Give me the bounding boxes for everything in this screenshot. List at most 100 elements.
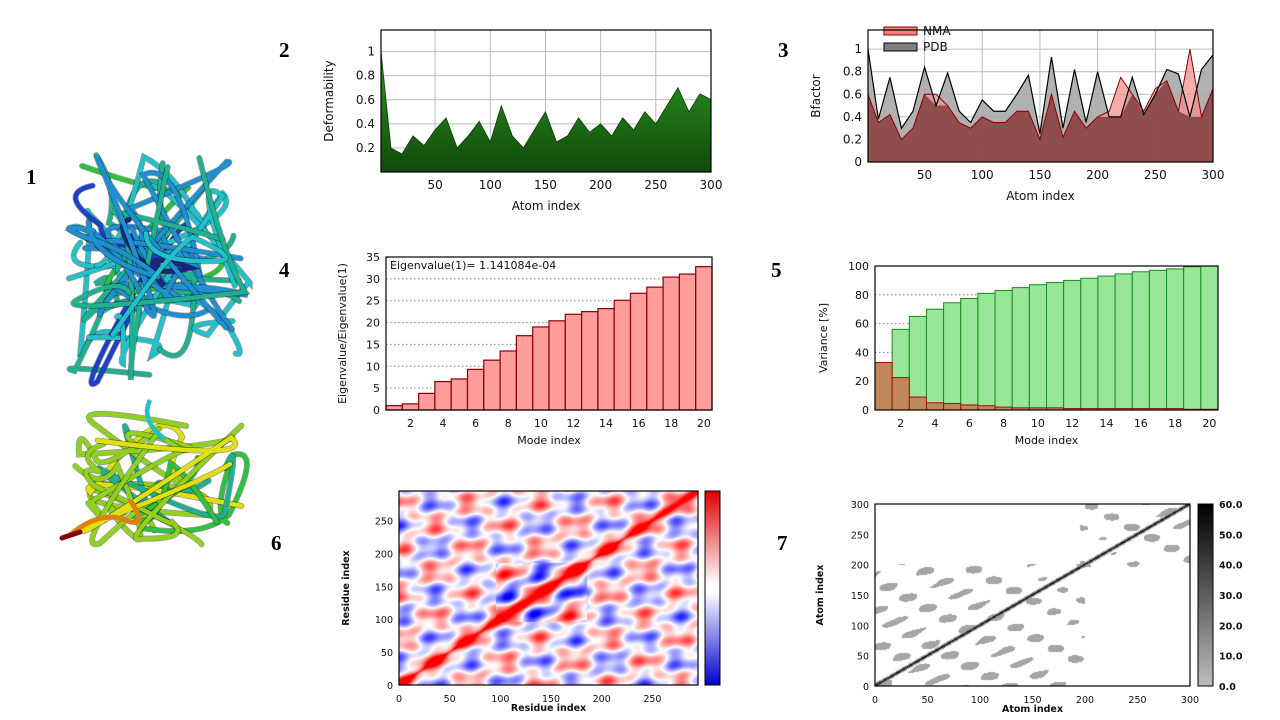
colorbar-frame [704,490,721,686]
x-tick-label: 150 [1028,168,1051,182]
y-axis-label: Eigenvalue/Eigenvalue(1) [336,263,349,404]
nma-line [867,49,1214,142]
backbone-terminus [68,498,142,537]
cumulative-variance-bar [1080,277,1099,411]
eigenvalue-bar [678,273,697,411]
y-tick-label: 20 [366,317,380,330]
x-tick-label: 6 [966,417,973,430]
y-tick-label: 50 [381,648,393,659]
covariance-heatmap [399,491,698,685]
y-tick-label: 35 [366,251,380,264]
x-tick-label: 300 [700,178,723,192]
x-tick-label: 0 [872,695,878,706]
x-tick-label: 150 [542,694,560,705]
y-tick-label: 250 [851,530,869,541]
x-tick-label: 6 [472,417,479,430]
colorbar-tick-label: 0.0 [1219,682,1236,693]
deformability-area [380,51,712,173]
y-tick-label: 60 [855,318,869,331]
eigenvalue-bar [564,313,583,411]
x-tick-label: 10 [534,417,548,430]
backbone-segment [66,220,161,280]
x-axis-label: Residue index [511,703,586,714]
eigenvalue-bar [515,335,534,411]
panel-label-3: 3 [778,38,789,62]
cumulative-variance-bar [1097,275,1116,411]
y-tick-label: 200 [375,549,393,560]
x-axis-label: Mode index [517,434,581,447]
plot-frame [385,256,713,411]
cumulative-variance-bar [1148,269,1168,411]
cumulative-variance-bar [1166,268,1185,411]
x-tick-label: 250 [1128,695,1146,706]
eigenvalue-bar [466,368,485,411]
panel-label-4: 4 [279,258,290,282]
x-axis-label: Atom index [512,199,580,213]
x-tick-label: 16 [632,417,646,430]
x-tick-label: 20 [1202,417,1216,430]
colorbar-tick-label: 50.0 [1219,530,1243,541]
x-tick-label: 12 [566,417,580,430]
backbone-segment [76,426,235,465]
x-tick-label: 100 [491,694,509,705]
individual-variance-bar [977,405,996,411]
cumulative-variance-bar [1131,271,1150,411]
plot-frame [874,265,1219,411]
contact-map-colorbar [1198,504,1213,686]
x-tick-label: 16 [1134,417,1148,430]
y-tick-label: 0.2 [356,141,375,155]
cumulative-variance-bar [1046,282,1065,411]
cumulative-variance-bar [960,297,979,411]
y-tick-label: 50 [857,652,869,663]
legend-label-pdb: PDB [923,40,948,54]
x-tick-label: 18 [1168,417,1182,430]
y-tick-label: 0 [862,404,869,417]
y-tick-label: 250 [375,517,393,528]
x-tick-label: 250 [643,694,661,705]
eigenvalue-bar [385,405,403,411]
cumulative-variance-bar [1200,265,1219,411]
backbone-segment [114,188,238,368]
cumulative-variance-bar [1011,287,1030,411]
y-axis-label: Deformability [322,60,336,141]
x-tick-label: 100 [971,168,994,182]
cumulative-variance-bar [908,315,927,411]
cumulative-variance-bar [1114,273,1133,411]
x-tick-label: 50 [921,695,933,706]
eigenvalue-bar [450,378,469,411]
x-tick-label: 50 [444,694,456,705]
x-tick-label: 14 [599,417,613,430]
backbone-segment [137,451,250,534]
cumulative-variance-bar [925,308,945,411]
colorbar-tick-label: 10.0 [1219,652,1243,663]
backbone-segment [110,231,228,337]
colorbar-frame [1197,503,1214,687]
cumulative-variance-bar [1063,279,1082,411]
x-tick-label: 8 [505,417,512,430]
x-tick-label: 10 [1031,417,1045,430]
backbone-segment [83,442,204,547]
colorbar-tick-label: 30.0 [1219,591,1243,602]
covariance-colorbar [705,491,720,685]
eigenvalue-bar [434,380,452,411]
y-axis-label: Residue index [341,550,352,625]
x-tick-label: 200 [1076,695,1094,706]
x-tick-label: 20 [697,417,711,430]
backbone-segment [133,423,244,542]
y-tick-label: 0.4 [843,110,862,124]
eigenvalue-bar [401,403,420,411]
backbone-segment [71,155,250,308]
cumulative-variance-bar [977,292,996,411]
y-tick-label: 150 [375,582,393,593]
plot-frame [398,490,699,686]
eigenvalue-bar [613,299,632,411]
x-tick-label: 150 [1023,695,1041,706]
panel-label-6: 6 [271,531,282,555]
y-tick-label: 0.8 [356,69,375,83]
y-tick-label: 0.4 [356,117,375,131]
individual-variance-bar [960,404,979,411]
y-tick-label: 0 [387,681,393,692]
x-tick-label: 250 [1144,168,1167,182]
individual-variance-bar [908,396,927,411]
